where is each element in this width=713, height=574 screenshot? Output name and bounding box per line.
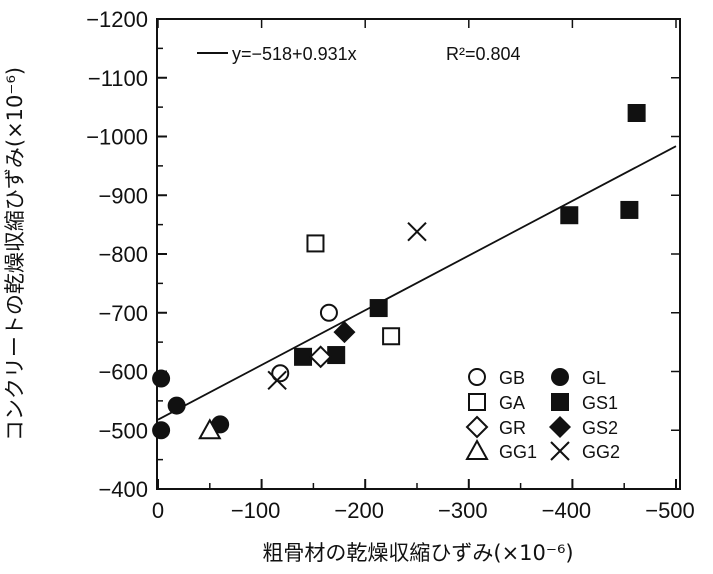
regression-r2-text: R²=0.804: [446, 44, 521, 64]
plot-frame: [156, 18, 681, 490]
legend-label-gg2: GG2: [582, 442, 620, 462]
y-tick-label: −900: [98, 183, 148, 208]
data-point-gs1: [620, 200, 639, 219]
regression-equation-text: y=−518+0.931x: [232, 44, 357, 64]
legend-label-ga: GA: [499, 393, 525, 413]
y-tick-label: −500: [98, 418, 148, 443]
legend-marker-ga: [468, 393, 486, 411]
x-tick-label: −200: [334, 498, 384, 523]
x-tick-label: 0: [152, 498, 164, 523]
y-tick-label: −600: [98, 360, 148, 385]
data-point-gl: [167, 396, 186, 415]
y-tick-label: −1200: [86, 7, 148, 32]
data-point-gs1: [294, 347, 313, 366]
y-tick-label: −1000: [86, 125, 148, 150]
legend-label-gl: GL: [582, 368, 606, 388]
legend-marker-gb: [468, 368, 486, 386]
legend-label-gs2: GS2: [582, 418, 618, 438]
data-point-gs2: [333, 321, 356, 344]
y-tick-label: −800: [98, 242, 148, 267]
legend: GB GL GA GS1 GR GS2 GG1 GG2: [465, 368, 620, 462]
regression-line: [157, 145, 677, 421]
data-point-gg2: [407, 221, 427, 242]
data-point-gs1: [560, 206, 579, 225]
legend-marker-gg1: [465, 438, 489, 460]
legend-marker-gr: [465, 415, 489, 439]
y-tick-label: −400: [98, 477, 148, 502]
y-axis-title: コンクリートの乾燥収縮ひずみ(×10⁻⁶): [3, 67, 27, 441]
legend-marker-gs1: [551, 393, 569, 411]
legend-label-gs1: GS1: [582, 393, 618, 413]
data-point-gb: [271, 364, 290, 383]
data-point-gs1: [369, 299, 388, 318]
legend-marker-gs2: [549, 416, 571, 438]
data-point-gl: [152, 421, 171, 440]
legend-label-gr: GR: [499, 418, 526, 438]
data-point-gg2: [267, 370, 287, 391]
data-point-gg1: [198, 418, 222, 440]
x-tick-label: −300: [438, 498, 488, 523]
data-point-ga: [306, 234, 325, 253]
regression-equation: y=−518+0.931x R²=0.804: [197, 44, 521, 64]
y-tick-label: −700: [98, 301, 148, 326]
legend-marker-gl: [551, 368, 569, 386]
legend-marker-gg2: [550, 441, 570, 461]
legend-label-gb: GB: [499, 368, 525, 388]
x-tick-label: −500: [645, 498, 695, 523]
y-tick-label: −1100: [88, 66, 148, 91]
data-point-gr: [309, 345, 333, 369]
x-axis-title: 粗骨材の乾燥収縮ひずみ(×10⁻⁶): [262, 541, 573, 565]
legend-label-gg1: GG1: [499, 442, 537, 462]
data-point-gs1: [327, 346, 346, 365]
x-tick-label: −400: [542, 498, 592, 523]
data-point-gs1: [627, 104, 646, 122]
data-point-gb: [319, 303, 338, 322]
data-point-ga: [382, 327, 401, 346]
x-tick-label: −100: [231, 498, 281, 523]
data-point-gl: [152, 369, 171, 388]
